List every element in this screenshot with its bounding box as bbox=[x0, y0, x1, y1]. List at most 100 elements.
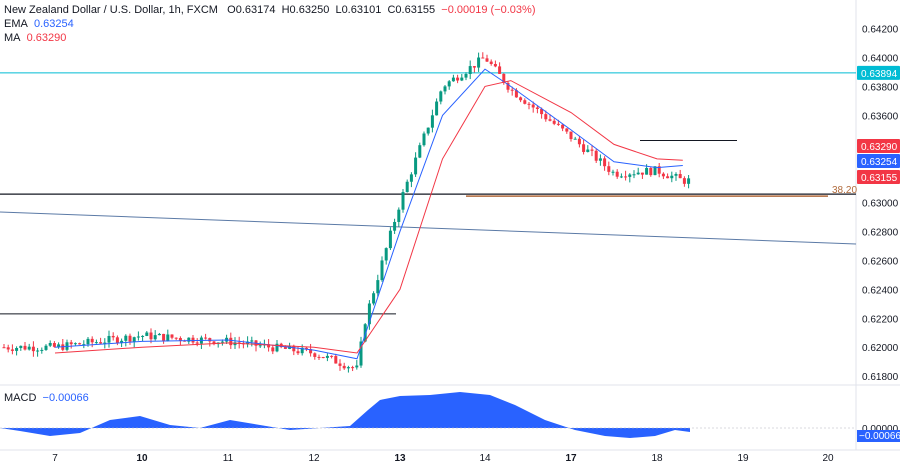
candle-body bbox=[153, 335, 157, 340]
price-tag-text: 0.63290 bbox=[861, 142, 898, 153]
ema-value: 0.63254 bbox=[33, 18, 74, 30]
candle-body bbox=[376, 280, 380, 294]
candle-body bbox=[334, 356, 338, 364]
candle-body bbox=[351, 367, 355, 369]
close-label: C bbox=[387, 4, 396, 16]
candle-body bbox=[271, 347, 275, 352]
candle-body bbox=[661, 173, 665, 177]
candle-body bbox=[565, 128, 569, 132]
candle-body bbox=[489, 61, 493, 64]
candle-body bbox=[27, 346, 31, 350]
candle-body bbox=[430, 115, 434, 128]
candle-body bbox=[443, 86, 447, 92]
candle-body bbox=[514, 90, 518, 98]
time-tick: 10 bbox=[136, 453, 148, 464]
candle-body bbox=[460, 77, 464, 81]
candle-body bbox=[283, 347, 287, 349]
candle-body bbox=[338, 363, 342, 366]
high-value: 0.63250 bbox=[289, 4, 330, 16]
candle-body bbox=[141, 335, 145, 337]
time-tick: 14 bbox=[479, 453, 491, 464]
price-tag-text: 0.63894 bbox=[861, 69, 898, 80]
time-tick: 18 bbox=[651, 453, 663, 464]
candle-body bbox=[57, 344, 61, 347]
candle-body bbox=[603, 158, 607, 167]
candle-body bbox=[456, 77, 460, 81]
candle-body bbox=[40, 349, 44, 351]
price-tick: 0.64000 bbox=[862, 53, 899, 64]
candle-body bbox=[325, 355, 329, 358]
time-tick: 11 bbox=[223, 453, 234, 464]
time-axis[interactable]: 7 10 11 12 13 14 17 18 19 20 bbox=[52, 453, 834, 464]
candle-body bbox=[136, 336, 140, 338]
price-tag bbox=[857, 65, 900, 80]
candle-body bbox=[31, 346, 35, 352]
candle-body bbox=[670, 175, 674, 179]
time-tick: 7 bbox=[52, 453, 58, 464]
candle-body bbox=[346, 367, 350, 369]
price-tag bbox=[857, 139, 900, 153]
macd-legend[interactable]: MACD −0.00066 bbox=[4, 392, 89, 404]
trend-line bbox=[0, 211, 857, 245]
candle-body bbox=[229, 337, 233, 346]
price-tick: 0.62200 bbox=[862, 314, 899, 325]
candle-body bbox=[267, 344, 271, 348]
candle-body bbox=[666, 176, 670, 179]
candle-body bbox=[292, 345, 296, 352]
candle-body bbox=[493, 63, 497, 67]
candle-body bbox=[447, 81, 451, 87]
candle-body bbox=[52, 343, 56, 347]
candle-body bbox=[607, 166, 611, 172]
candle-body bbox=[363, 324, 367, 342]
candle-body bbox=[645, 167, 649, 175]
fib-label: 38.20 bbox=[832, 185, 857, 196]
candle-body bbox=[388, 230, 392, 249]
candle-body bbox=[464, 73, 468, 78]
candle-body bbox=[367, 303, 371, 325]
price-tick: 0.63800 bbox=[862, 82, 899, 93]
candle-body bbox=[23, 345, 27, 350]
candle-body bbox=[330, 355, 334, 357]
macd-value-tag bbox=[857, 430, 900, 442]
candle-body bbox=[15, 348, 19, 351]
candle-body bbox=[296, 351, 300, 354]
candle-body bbox=[527, 103, 531, 105]
candle-body bbox=[250, 340, 254, 342]
candle-body bbox=[107, 335, 111, 343]
time-tick: 20 bbox=[822, 453, 834, 464]
candle-body bbox=[124, 335, 128, 341]
candle-body bbox=[246, 341, 250, 345]
time-tick: 17 bbox=[565, 453, 577, 464]
candle-body bbox=[624, 176, 628, 178]
candle-body bbox=[174, 337, 178, 339]
change-value: −0.00019 (−0.03%) bbox=[441, 4, 536, 16]
ema-row[interactable]: EMA 0.63254 bbox=[4, 17, 535, 31]
ma-row[interactable]: MA 0.63290 bbox=[4, 31, 535, 45]
candle-body bbox=[321, 357, 325, 359]
price-tag-text: 0.63254 bbox=[861, 157, 898, 168]
price-tick: 0.62000 bbox=[862, 343, 899, 354]
candle-body bbox=[544, 114, 548, 120]
ma-label: MA bbox=[4, 32, 21, 44]
candle-body bbox=[577, 138, 581, 145]
symbol-title[interactable]: New Zealand Dollar / U.S. Dollar, 1h, FX… bbox=[4, 4, 218, 16]
candle-body bbox=[208, 338, 212, 342]
candle-body bbox=[78, 343, 82, 345]
candle-body bbox=[418, 145, 422, 158]
candle-body bbox=[342, 365, 346, 369]
candle-body bbox=[372, 293, 376, 304]
candle-body bbox=[472, 66, 476, 68]
candle-body bbox=[552, 120, 556, 124]
price-tick: 0.62400 bbox=[862, 285, 899, 296]
indicator-lines bbox=[54, 68, 683, 360]
candle-body bbox=[178, 338, 182, 341]
price-tag-text: 0.63155 bbox=[861, 173, 898, 184]
candle-body bbox=[10, 349, 14, 351]
candle-body bbox=[435, 101, 439, 116]
macd-pane: 0.00000−0.00066 bbox=[0, 392, 900, 442]
candle-body bbox=[304, 347, 308, 350]
candle-body bbox=[590, 149, 594, 151]
candle-body bbox=[523, 100, 527, 104]
